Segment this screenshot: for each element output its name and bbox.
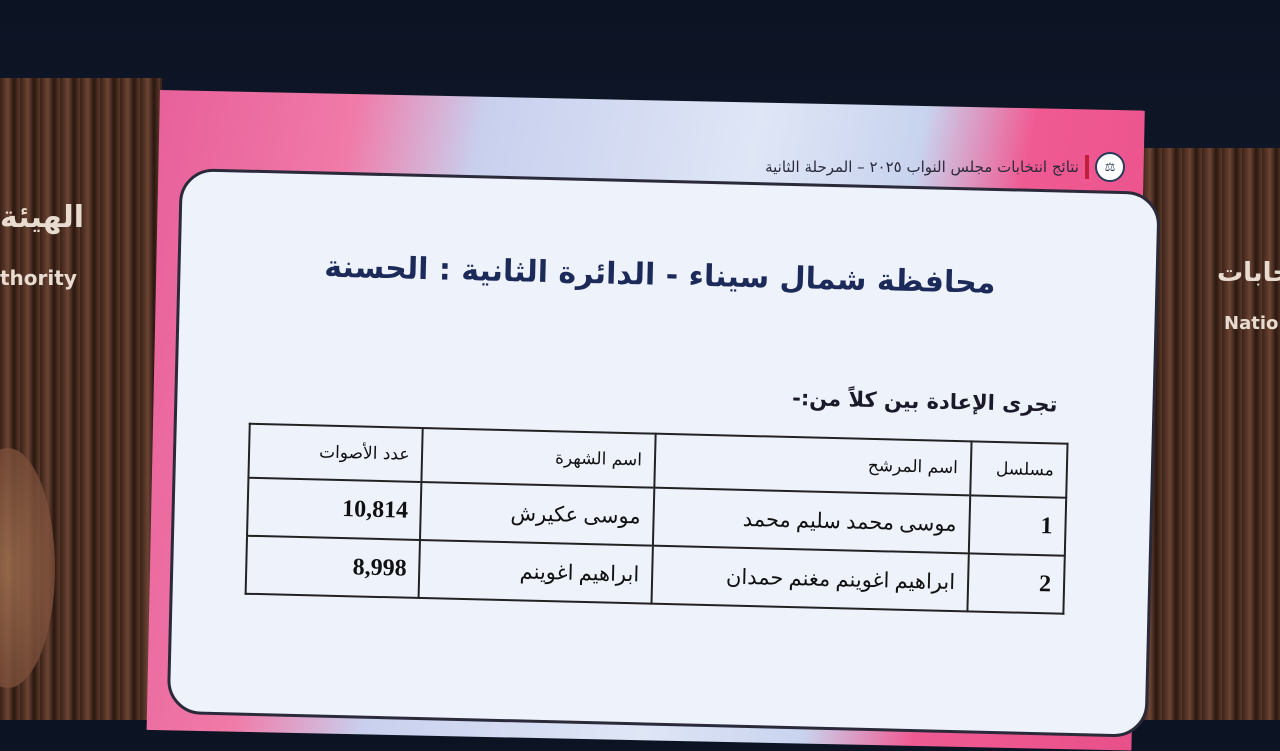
scales-emblem-icon: ⚖ — [1095, 152, 1125, 182]
header-votes: عدد الأصوات — [248, 423, 424, 483]
left-backdrop-panel: الهيئة thority — [0, 78, 162, 720]
header-serial: مسلسل — [970, 441, 1068, 498]
right-backdrop-panel: نتخابات Natio — [1142, 148, 1280, 720]
popular-name-cell: موسى عكيرش — [420, 482, 655, 546]
slide-intro: تجرى الإعادة بين كلاً من:- — [791, 386, 1058, 417]
serial-cell: 1 — [968, 495, 1067, 556]
votes-cell: 8,998 — [245, 535, 421, 598]
popular-name-cell: ابراهيم اغوينم — [418, 539, 653, 604]
header-popular-name: اسم الشهرة — [421, 428, 656, 488]
results-table: مسلسل اسم المرشح اسم الشهرة عدد الأصوات … — [245, 423, 1069, 615]
candidate-name-cell: موسى محمد سليم محمد — [652, 487, 971, 554]
candidate-name-cell: ابراهيم اغوينم مغنم حمدان — [651, 545, 969, 612]
left-panel-arabic-text: الهيئة — [0, 200, 85, 235]
emblem-seal — [0, 448, 55, 688]
serial-cell: 2 — [967, 553, 1065, 614]
slide-header: نتائج انتخابات مجلس النواب ٢٠٢٥ – المرحل… — [725, 150, 1125, 184]
left-panel-english-text: thority — [0, 266, 77, 290]
right-panel-arabic-text: نتخابات — [1217, 258, 1280, 288]
slide-card: محافظة شمال سيناء - الدائرة الثانية : ال… — [166, 168, 1161, 738]
slide-title: محافظة شمال سيناء - الدائرة الثانية : ال… — [323, 249, 996, 301]
right-panel-english-text: Natio — [1224, 313, 1279, 334]
header-title: نتائج انتخابات مجلس النواب ٢٠٢٥ – المرحل… — [765, 158, 1079, 176]
header-accent-bar — [1085, 155, 1089, 179]
header-candidate-name: اسم المرشح — [654, 433, 972, 496]
votes-cell: 10,814 — [247, 477, 422, 540]
